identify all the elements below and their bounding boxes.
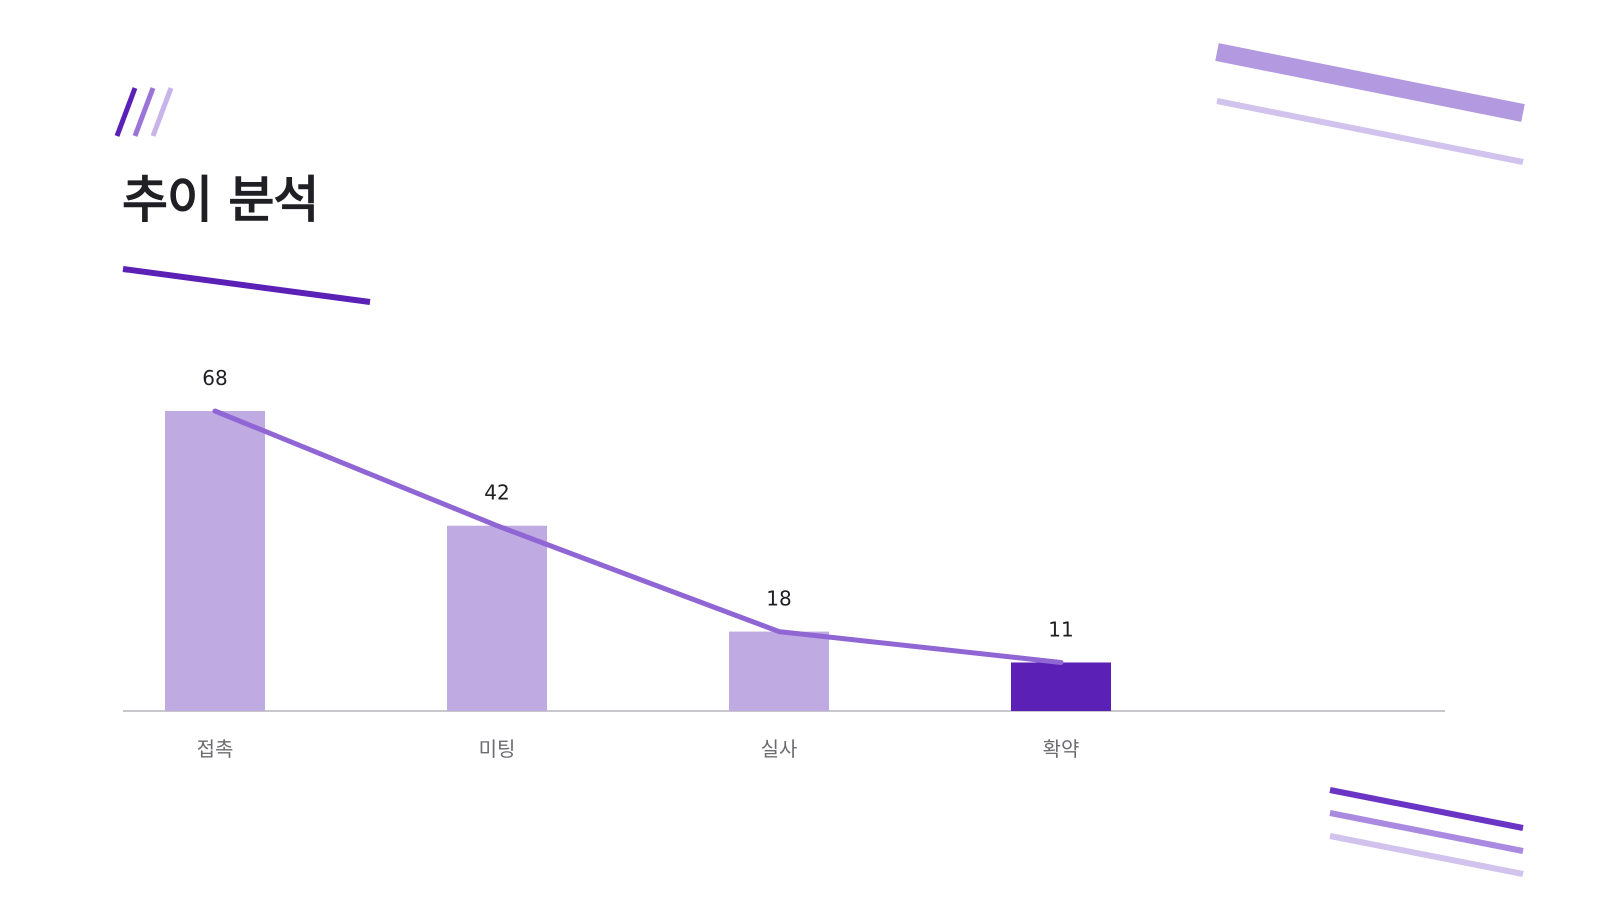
page-title: 추이 분석 bbox=[122, 171, 319, 229]
value-labels: 68 42 18 11 bbox=[202, 366, 1073, 641]
category-label-1: 접촉 bbox=[197, 737, 234, 761]
slash-accent-icon bbox=[114, 87, 174, 137]
bars-group bbox=[165, 411, 1111, 711]
value-label-3: 18 bbox=[766, 587, 791, 611]
title-underline bbox=[122, 266, 371, 305]
trend-line bbox=[212, 408, 1064, 665]
category-label-4: 확약 bbox=[1043, 737, 1080, 761]
top-right-stripes bbox=[1215, 43, 1525, 165]
category-labels: 접촉 미팅 실사 확약 bbox=[197, 737, 1080, 761]
value-label-4: 11 bbox=[1048, 617, 1073, 641]
value-label-2: 42 bbox=[484, 481, 509, 505]
trend-line-group bbox=[212, 408, 1064, 665]
bar-4 bbox=[1011, 662, 1111, 711]
category-label-2: 미팅 bbox=[479, 737, 516, 761]
value-label-1: 68 bbox=[202, 366, 227, 390]
bottom-right-stripes bbox=[1329, 787, 1524, 877]
bar-2 bbox=[447, 525, 547, 711]
bar-3 bbox=[729, 631, 829, 711]
bar-1 bbox=[165, 411, 265, 711]
category-label-3: 실사 bbox=[761, 737, 798, 761]
